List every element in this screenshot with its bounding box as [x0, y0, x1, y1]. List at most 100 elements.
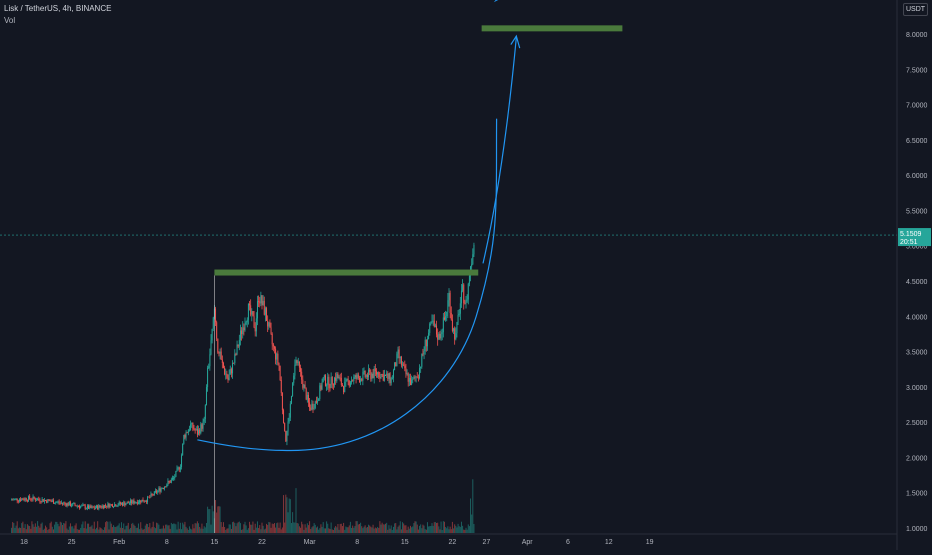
candle-body: [127, 502, 129, 504]
volume-bar: [186, 528, 188, 533]
candle-body: [191, 422, 193, 425]
candle-body: [211, 328, 213, 341]
candle-body: [91, 506, 93, 508]
candle-body: [142, 499, 144, 502]
volume-bar: [103, 527, 105, 533]
volume-bar: [45, 525, 47, 533]
volume-bar: [366, 527, 368, 533]
volume-bar: [84, 521, 86, 533]
candle-body: [238, 340, 240, 347]
candle-body: [251, 311, 253, 315]
volume-bar: [259, 525, 261, 533]
x-tick-label: Apr: [522, 539, 534, 546]
candle-body: [32, 496, 34, 500]
volume-bar: [357, 524, 359, 533]
currency-badge[interactable]: USDT: [903, 3, 928, 16]
x-tick-label: 22: [449, 539, 457, 546]
candle-body: [131, 500, 133, 504]
candle-body: [111, 504, 113, 507]
volume-bar: [313, 523, 315, 533]
candle-body: [123, 502, 125, 506]
volume-bar: [30, 528, 32, 533]
candle-body: [445, 316, 447, 320]
candle-body: [40, 501, 42, 503]
volume-bar: [25, 529, 27, 533]
candle-body: [267, 320, 269, 327]
candle-body: [259, 301, 261, 304]
candle-body: [86, 505, 88, 509]
candle-body: [466, 299, 468, 302]
candle-body: [110, 504, 112, 506]
candle-body: [137, 502, 139, 504]
candle-body: [219, 351, 221, 354]
candle-body: [15, 498, 17, 500]
volume-bar: [365, 527, 367, 533]
volume-bar: [286, 497, 288, 533]
candle-body: [387, 373, 389, 379]
candle-body: [124, 502, 126, 506]
volume-bar: [251, 524, 253, 533]
volume-bar: [175, 524, 177, 533]
volume-bar: [195, 523, 197, 533]
candle-body: [100, 506, 102, 508]
volume-bar: [459, 526, 461, 533]
volume-bar: [187, 529, 189, 533]
volume-bar: [287, 512, 289, 533]
volume-bar: [73, 528, 75, 533]
candle-body: [26, 500, 28, 502]
candle-body: [136, 502, 138, 504]
candle-body: [392, 370, 394, 378]
volume-bar: [107, 521, 109, 533]
volume-bar: [379, 521, 381, 533]
volume-bar: [337, 523, 339, 533]
candle-body: [106, 505, 108, 507]
y-axis: 8.0000 7.5000 7.0000 6.5000 6.0000 5.5000 5.00…: [896, 0, 931, 550]
volume-bar: [207, 506, 209, 533]
candle-body: [412, 378, 414, 380]
candle-body: [21, 498, 23, 501]
volume-bar: [460, 521, 462, 533]
volume-bar: [23, 527, 25, 533]
candle-body: [395, 362, 397, 367]
candle-body: [120, 503, 122, 505]
candle-body: [309, 402, 311, 408]
candle-body: [319, 385, 321, 399]
volume-bar: [101, 529, 103, 533]
candle-body: [330, 377, 332, 388]
x-tick-label: 15: [401, 539, 409, 546]
candle-body: [76, 505, 78, 507]
volume-bar: [406, 529, 408, 533]
candle-body: [416, 376, 418, 378]
candle-body: [192, 422, 194, 429]
candle-body: [328, 376, 330, 388]
volume-bar: [371, 527, 373, 533]
volume-bar: [176, 529, 178, 533]
candle-body: [278, 363, 280, 366]
volume-bar: [177, 521, 179, 533]
volume-bar: [304, 524, 306, 533]
candle-body: [109, 504, 111, 508]
volume-bar: [50, 521, 52, 533]
candle-body: [355, 375, 357, 379]
volume-bar: [116, 526, 118, 533]
volume-bar: [471, 514, 473, 533]
candle-body: [252, 311, 254, 317]
candle-body: [149, 496, 151, 498]
volume-bar: [141, 528, 143, 533]
volume-bar: [85, 528, 87, 533]
candle-body: [389, 373, 391, 384]
volume-bar: [158, 524, 160, 533]
volume-bar: [439, 529, 441, 533]
volume-bar: [133, 524, 135, 533]
y-tick-label: 3.0000: [906, 385, 928, 392]
volume-bar: [332, 529, 334, 533]
candle-body: [317, 400, 319, 403]
volume-bar: [430, 525, 432, 533]
candle-body: [420, 366, 422, 369]
candle-body: [375, 371, 377, 375]
volume-bar: [273, 523, 275, 533]
candle-body: [256, 301, 258, 319]
volume-bar: [183, 524, 185, 533]
